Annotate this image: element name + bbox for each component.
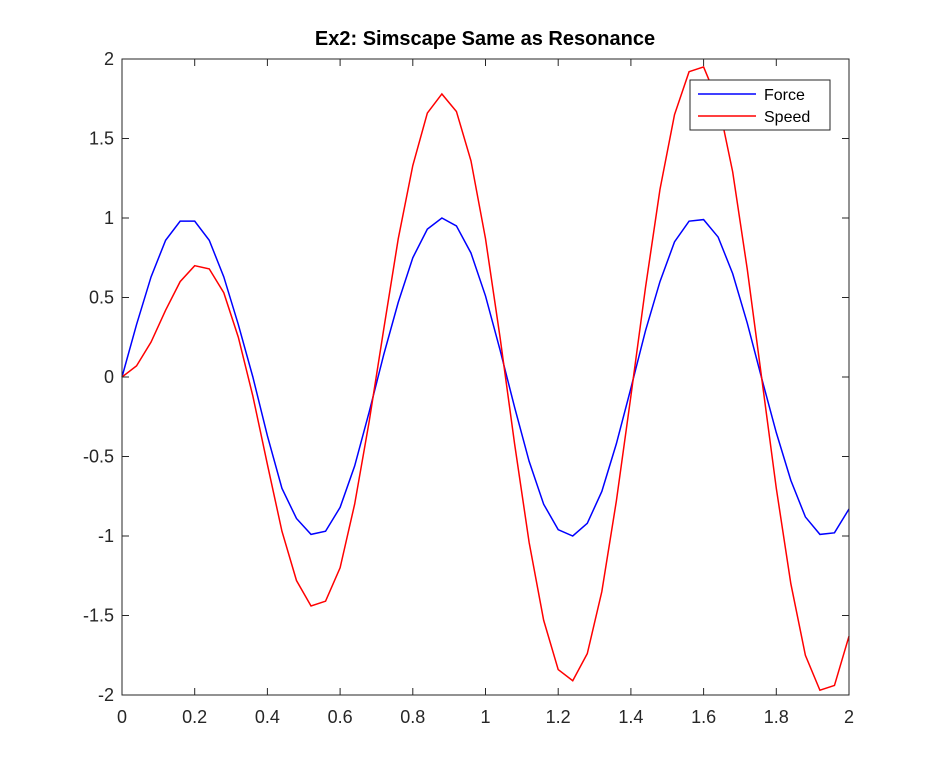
y-tick-label: 0.5 (89, 288, 114, 308)
y-tick-label: 1 (104, 208, 114, 228)
x-tick-label: 0 (117, 707, 127, 727)
x-tick-label: 1.8 (764, 707, 789, 727)
x-tick-label: 2 (844, 707, 854, 727)
y-tick-label: -1 (98, 526, 114, 546)
series-line-force (121, 217, 850, 537)
x-tick-label: 1.4 (618, 707, 643, 727)
series-layer (121, 66, 850, 692)
y-tick-label: 0 (104, 367, 114, 387)
x-tick-label: 0.2 (182, 707, 207, 727)
x-tick-label: 1.6 (691, 707, 716, 727)
axes-layer: 0 0.2 0.4 0.6 0.8 1 1.2 1.4 1.6 1.8 2 2 1.5 1 0.5 0 -0.5… (83, 49, 854, 727)
y-tick-label: 1.5 (89, 129, 114, 149)
y-tick-label: -2 (98, 685, 114, 705)
legend-label-force: Force (764, 87, 805, 104)
y-tick-label: -1.5 (83, 606, 114, 626)
chart-title: Ex2: Simscape Same as Resonance (315, 28, 655, 50)
x-tick-label: 0.8 (400, 707, 425, 727)
x-tick-label: 1.2 (546, 707, 571, 727)
x-tick-label: 1 (480, 707, 490, 727)
legend: Force Speed (689, 79, 831, 131)
legend-box (689, 79, 831, 131)
plot-area (122, 59, 849, 695)
x-tick-label: 0.6 (328, 707, 353, 727)
y-tick-label: 2 (104, 49, 114, 69)
y-tick-label: -0.5 (83, 447, 114, 467)
series-line-speed (121, 66, 850, 692)
legend-label-speed: Speed (764, 109, 810, 126)
x-tick-label: 0.4 (255, 707, 280, 727)
